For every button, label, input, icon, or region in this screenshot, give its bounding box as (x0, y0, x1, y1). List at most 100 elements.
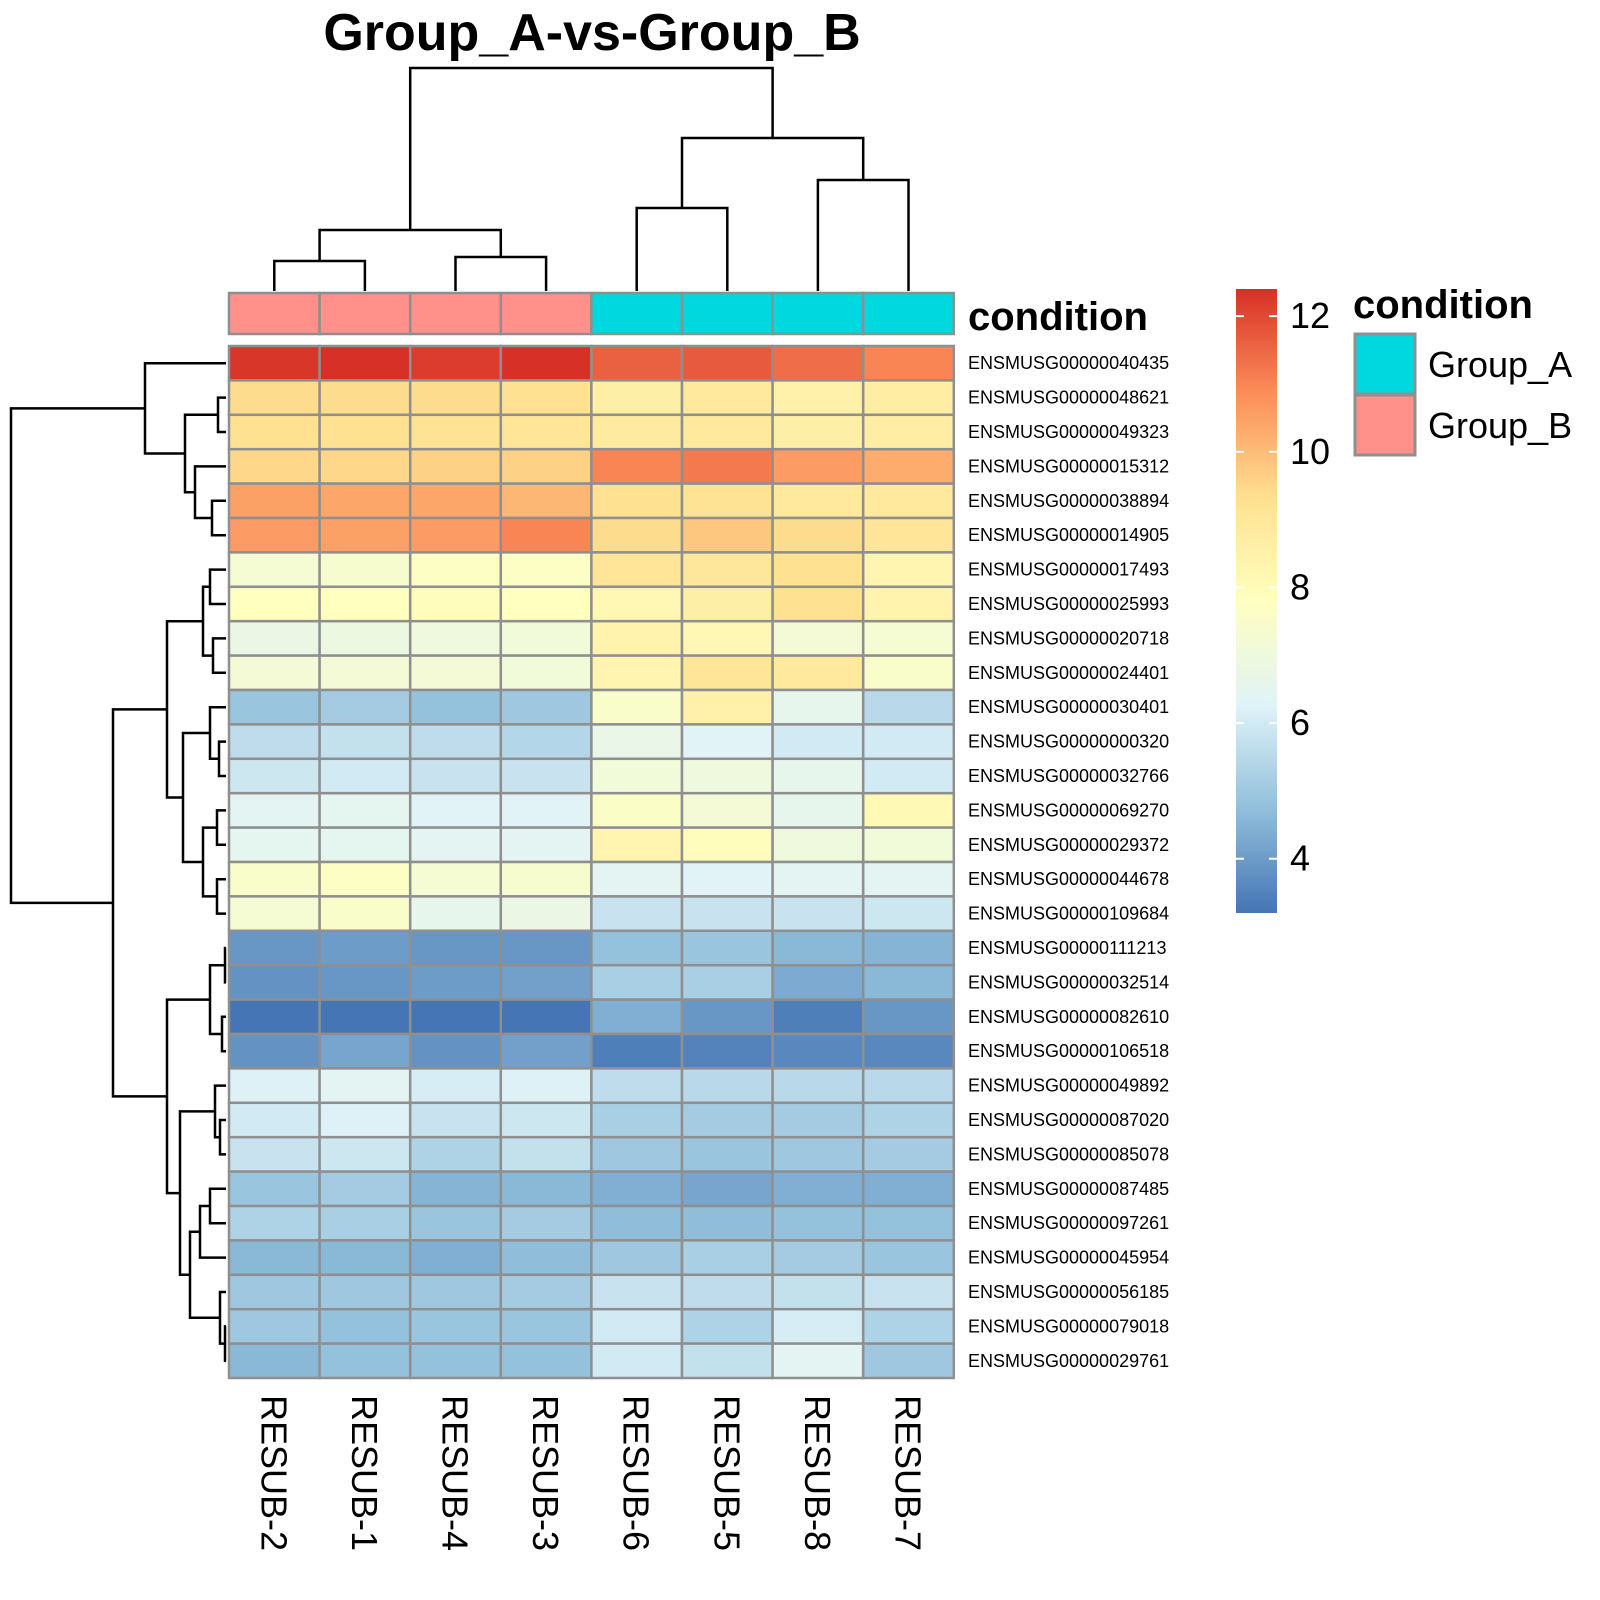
dendrogram-branch (208, 568, 226, 606)
heatmap-cell (590, 998, 684, 1036)
heatmap-cell (318, 757, 412, 795)
dendrogram-branch (210, 499, 226, 537)
heatmap-cell (499, 619, 593, 657)
column-label: RESUB-5 (706, 1395, 747, 1551)
heatmap-cell (408, 1067, 503, 1105)
dendrogram-branch (816, 178, 910, 291)
heatmap-cell (227, 1135, 321, 1173)
heatmap-cell (499, 757, 593, 795)
heatmap-cell (499, 1239, 593, 1277)
annotation-row-label: condition (968, 295, 1148, 339)
heatmap-cell (318, 1239, 412, 1277)
heatmap-cell (408, 757, 503, 795)
dendrogram-branch (193, 465, 226, 520)
dendrogram-branch (9, 407, 145, 905)
heatmap-cell (227, 413, 321, 451)
heatmap-cell (499, 585, 593, 623)
heatmap-cell (227, 757, 321, 795)
heatmap-cell (680, 1273, 774, 1311)
heatmap-cell (318, 688, 412, 726)
column-label: RESUB-6 (616, 1395, 657, 1551)
heatmap-cell (318, 1307, 412, 1345)
heatmap-cell (771, 998, 865, 1036)
heatmap-cell (861, 1067, 956, 1105)
heatmap-cell (408, 1204, 503, 1242)
row-label: ENSMUSG00000029372 (968, 835, 1169, 855)
annotation-cell (861, 291, 956, 336)
heatmap-cell (680, 860, 774, 898)
dendrogram-branch (215, 877, 226, 915)
heatmap-cell (318, 860, 412, 898)
heatmap-cell (861, 619, 956, 657)
condition-legend: Group_A Group_B (1353, 332, 1572, 457)
heatmap-cell (227, 551, 321, 589)
dendrogram-branch (181, 731, 210, 864)
heatmap-cell (861, 963, 956, 1001)
heatmap-cell (590, 723, 684, 761)
row-label: ENSMUSG00000106518 (968, 1041, 1169, 1061)
heatmap-cell (680, 379, 774, 417)
heatmap-cell (771, 688, 865, 726)
heatmap-cell (771, 826, 865, 864)
dendrogram-branch (183, 413, 218, 494)
colorbar-tick-label: 8 (1290, 566, 1310, 607)
heatmap-cell (590, 826, 684, 864)
heatmap-cell (227, 1032, 321, 1070)
heatmap-cell (771, 1067, 865, 1105)
row-label: ENSMUSG00000087020 (968, 1110, 1169, 1130)
colorbar (1236, 289, 1277, 913)
heatmap-cell (318, 963, 412, 1001)
heatmap-cell (499, 447, 593, 485)
heatmap-cell (408, 1135, 503, 1173)
heatmap-cell (408, 929, 503, 967)
heatmap-cell (590, 1239, 684, 1277)
heatmap-cell (318, 447, 412, 485)
annotation-cell (499, 291, 593, 336)
heatmap-cell (318, 723, 412, 761)
row-label: ENSMUSG00000087485 (968, 1179, 1169, 1199)
heatmap-cell (771, 516, 865, 554)
heatmap-cell (408, 482, 503, 520)
heatmap-cell (861, 1307, 956, 1345)
heatmap-cell (318, 413, 412, 451)
heatmap-cell (227, 1239, 321, 1277)
row-label: ENSMUSG00000032766 (968, 766, 1169, 786)
row-label: ENSMUSG00000025993 (968, 594, 1169, 614)
heatmap-cell (318, 826, 412, 864)
heatmap-cell (590, 379, 684, 417)
heatmap-cell (227, 791, 321, 829)
heatmap-cell (771, 585, 865, 623)
heatmap-cell (590, 551, 684, 589)
column-label: RESUB-7 (888, 1395, 929, 1551)
heatmap-cell (680, 826, 774, 864)
row-dendrogram (9, 361, 227, 1363)
heatmap-cell (680, 1204, 774, 1242)
heatmap-cell (499, 1204, 593, 1242)
heatmap-cell (499, 1307, 593, 1345)
heatmap-cell (680, 1067, 774, 1105)
heatmap-cell (227, 585, 321, 623)
heatmap-cell (861, 826, 956, 864)
heatmap-cell (771, 963, 865, 1001)
row-label: ENSMUSG00000082610 (968, 1007, 1169, 1027)
heatmap-cell (318, 619, 412, 657)
heatmap-cell (861, 413, 956, 451)
column-labels: RESUB-2 RESUB-1 RESUB-4 RESUB-3 RESUB-6 RESUB… (253, 1395, 928, 1551)
heatmap-cell (227, 619, 321, 657)
heatmap-cell (680, 1239, 774, 1277)
row-label: ENSMUSG00000069270 (968, 800, 1169, 820)
heatmap-cell (680, 654, 774, 692)
heatmap-cell (771, 654, 865, 692)
dendrogram-branch (208, 1187, 226, 1225)
column-label: RESUB-2 (253, 1395, 294, 1551)
heatmap-cell (408, 585, 503, 623)
annotation-cell (408, 291, 503, 336)
heatmap-cell (227, 447, 321, 485)
heatmap-cell (499, 895, 593, 933)
dendrogram-branch (111, 708, 167, 1098)
heatmap-cell (771, 1342, 865, 1380)
heatmap-cell (680, 929, 774, 967)
heatmap-cell (499, 791, 593, 829)
row-label: ENSMUSG00000014905 (968, 525, 1169, 545)
heatmap-cell (499, 723, 593, 761)
